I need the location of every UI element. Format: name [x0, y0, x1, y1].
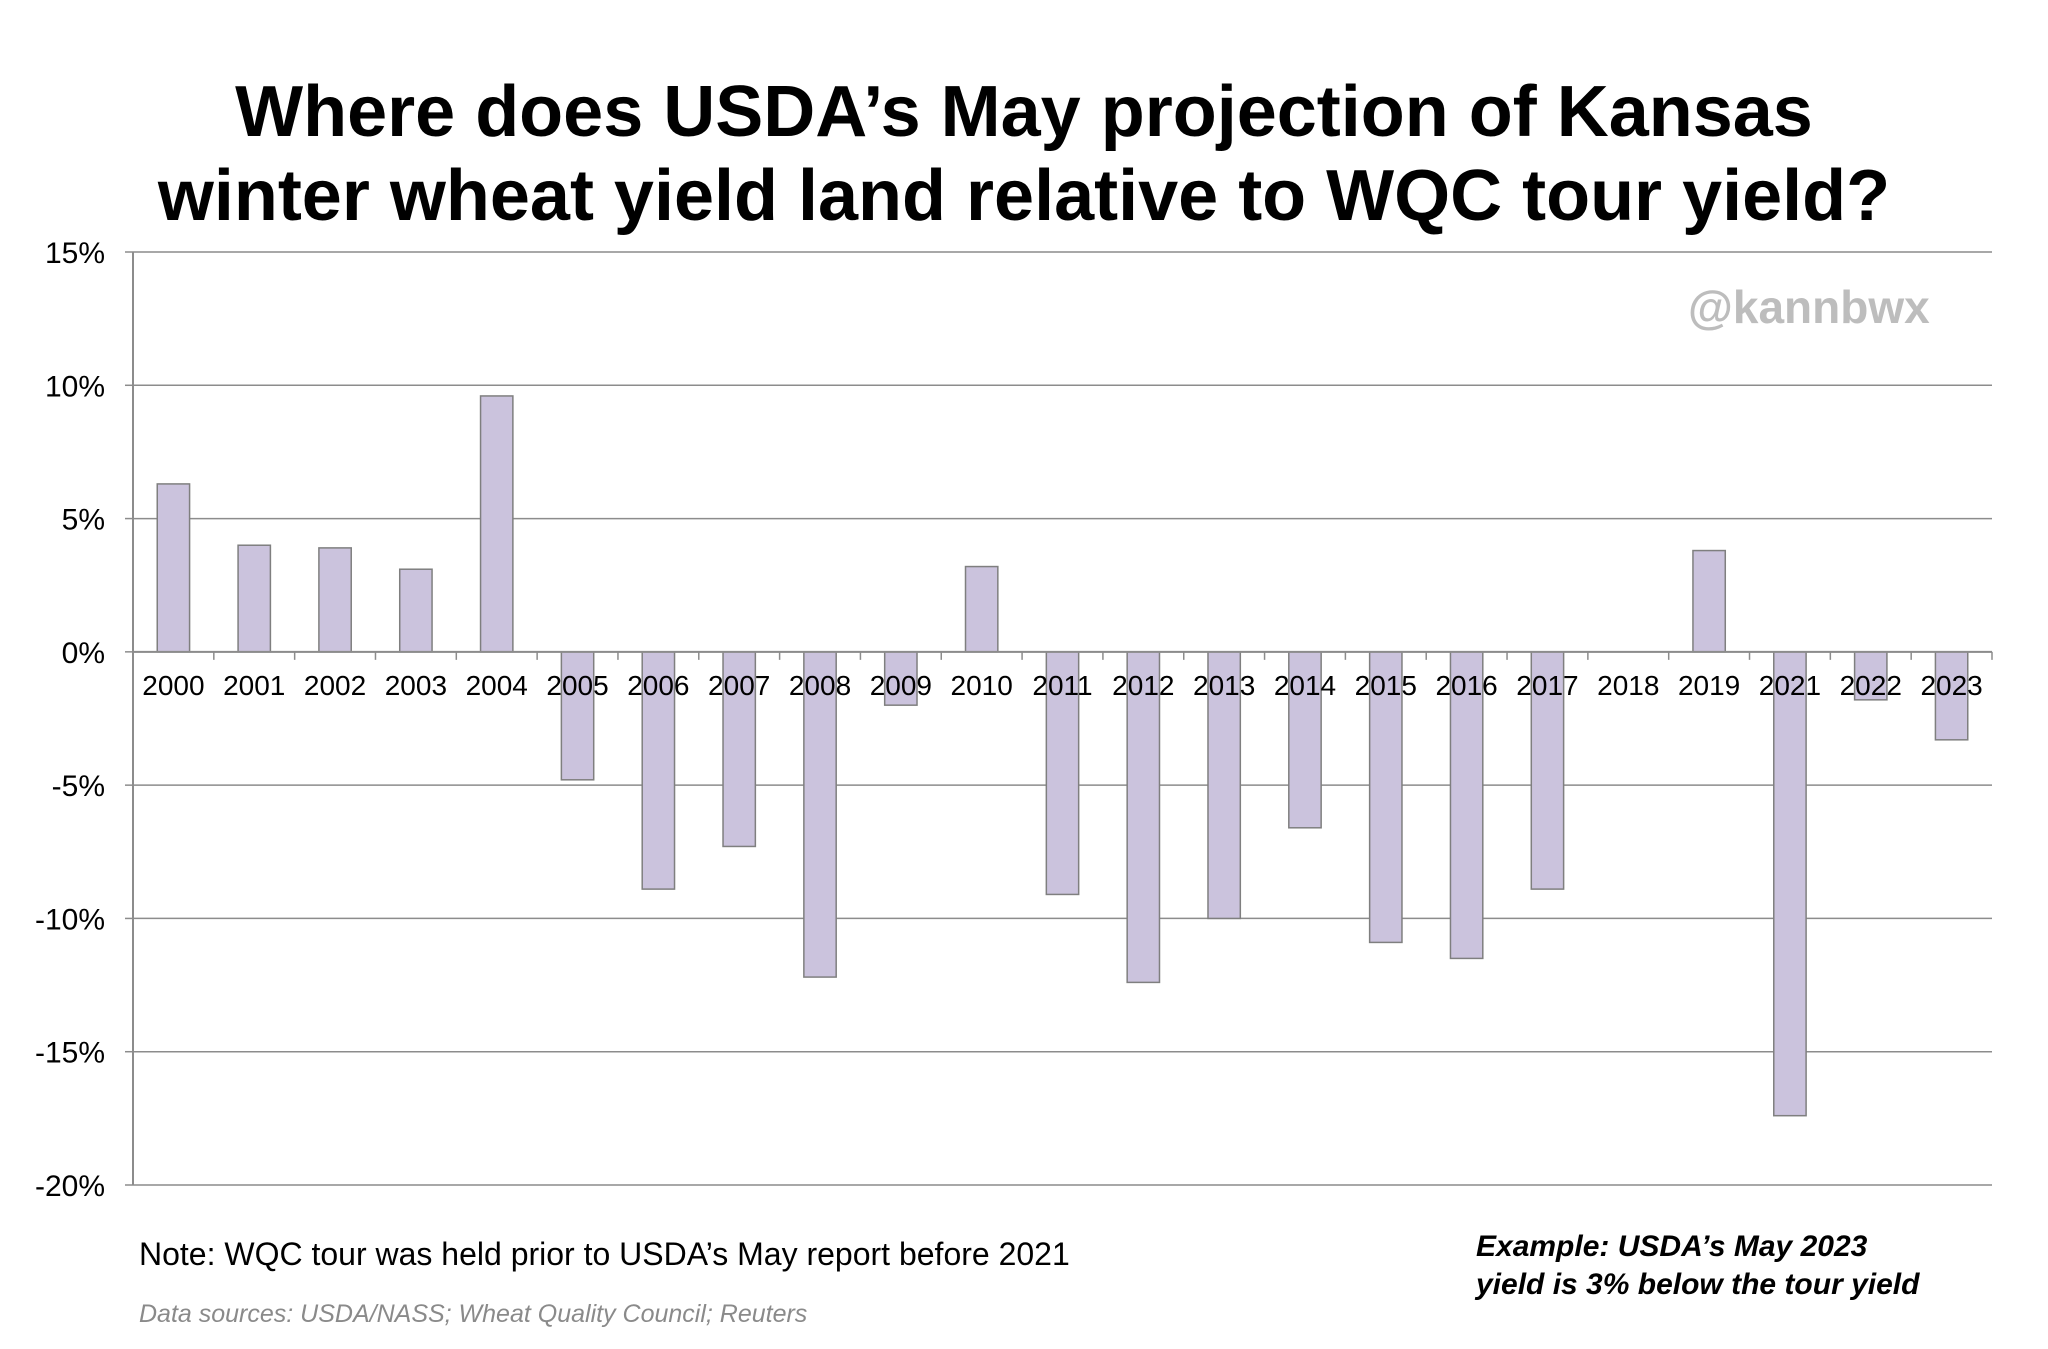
x-tick-labels: 2000 2001 2002 2003 2004 2005 2006 2007 2008 2009… — [142, 670, 1982, 701]
watermark-handle: @kannbwx — [1688, 281, 1930, 333]
x-tick-label: 2011 — [1032, 670, 1092, 701]
x-tick-label: 2003 — [385, 670, 447, 701]
x-tick-label: 2015 — [1355, 670, 1417, 701]
bar-2004 — [479, 395, 514, 653]
bar-2019 — [1692, 549, 1727, 653]
chart-title: Where does USDA’s May projection of Kans… — [0, 70, 2048, 238]
data-sources: Data sources: USDA/NASS; Wheat Quality C… — [139, 1300, 808, 1328]
bar-2010 — [964, 565, 999, 653]
x-tick-label: 2013 — [1193, 670, 1255, 701]
example-annotation: Example: USDA’s May 2023 yield is 3% bel… — [1476, 1228, 1919, 1304]
bar-2011 — [1045, 651, 1080, 896]
bar-2016 — [1449, 651, 1484, 960]
y-tick-labels: 15% 10% 5% 0% -5% -10% -15% -20% — [35, 237, 105, 1203]
bar-2001 — [237, 544, 272, 653]
x-tick-label: 2008 — [789, 670, 851, 701]
bar-2000 — [156, 483, 191, 653]
x-tick-label: 2006 — [627, 670, 689, 701]
x-tick-label: 2019 — [1678, 670, 1740, 701]
x-tick-label: 2021 — [1759, 670, 1821, 701]
y-tick-label: -20% — [35, 1170, 105, 1203]
bar-2017 — [1530, 651, 1565, 890]
bar-2003 — [398, 568, 433, 653]
x-tick-label: 2001 — [223, 670, 285, 701]
x-tick-label: 2004 — [466, 670, 528, 701]
chart-title-line-2: winter wheat yield land relative to WQC … — [157, 156, 1891, 236]
x-tick-label: 2005 — [546, 670, 608, 701]
x-tick-label: 2012 — [1112, 670, 1174, 701]
x-tick-label: 2007 — [708, 670, 770, 701]
x-tick-label: 2022 — [1840, 670, 1902, 701]
bar-2002 — [318, 547, 352, 653]
bar-2023 — [1934, 651, 1969, 741]
bar-2021 — [1773, 651, 1807, 1117]
chart-title-line-1: Where does USDA’s May projection of Kans… — [235, 72, 1813, 152]
y-tick-label: 10% — [45, 370, 105, 403]
bar-2015 — [1368, 651, 1403, 944]
bars — [132, 395, 1993, 1117]
y-tick-label: 15% — [45, 237, 105, 270]
x-tick-label: 2023 — [1920, 670, 1982, 701]
bar-2007 — [722, 651, 757, 848]
bar-2012 — [1126, 651, 1161, 984]
example-line-1: Example: USDA’s May 2023 — [1476, 1230, 1868, 1263]
example-line-2: yield is 3% below the tour yield — [1476, 1268, 1920, 1301]
x-tick-label: 2010 — [951, 670, 1013, 701]
y-tick-label: -5% — [52, 770, 105, 803]
bar-2022 — [1853, 651, 1888, 701]
x-tick-label: 2009 — [870, 670, 932, 701]
x-tick-label: 2016 — [1435, 670, 1497, 701]
chart-note: Note: WQC tour was held prior to USDA’s … — [139, 1236, 1070, 1272]
x-tick-label: 2017 — [1516, 670, 1578, 701]
y-tick-label: -10% — [35, 903, 105, 936]
bar-2005 — [560, 651, 595, 781]
x-tick-label: 2014 — [1274, 670, 1336, 701]
x-tick-label: 2000 — [142, 670, 204, 701]
y-tick-label: 5% — [62, 504, 105, 537]
x-tick-label: 2002 — [304, 670, 366, 701]
bar-2006 — [641, 651, 676, 890]
y-tick-label: -15% — [35, 1037, 105, 1070]
y-tick-label: 0% — [62, 637, 105, 670]
x-tick-label: 2018 — [1597, 670, 1659, 701]
axes — [132, 252, 1992, 1185]
